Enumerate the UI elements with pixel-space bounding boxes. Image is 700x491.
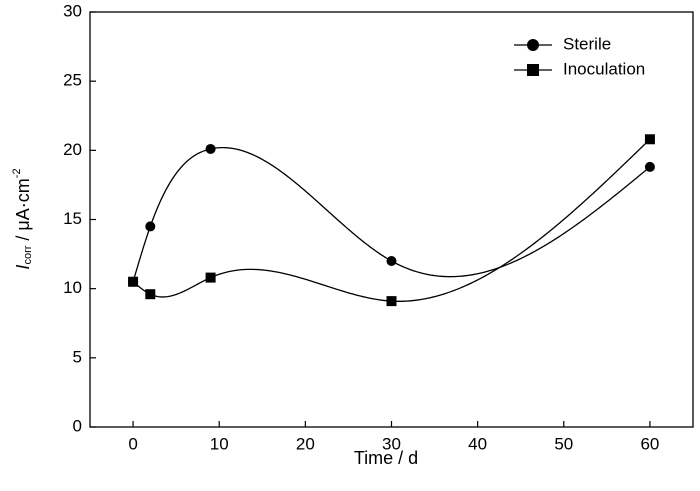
y-tick-label: 5 (73, 347, 82, 366)
y-tick-label: 20 (63, 140, 82, 159)
x-tick-label: 40 (468, 434, 487, 453)
legend-label-inoculation: Inoculation (563, 59, 645, 78)
y-tick-label: 15 (63, 209, 82, 228)
data-point-inoculation (205, 272, 216, 283)
data-point-sterile (644, 161, 655, 172)
data-point-inoculation (644, 134, 655, 145)
data-point-inoculation (128, 276, 139, 287)
x-tick-label: 0 (128, 434, 137, 453)
y-tick-label: 30 (63, 1, 82, 20)
legend: Sterile Inoculation (514, 34, 645, 78)
y-axis: 0 5 10 15 20 25 30 (63, 1, 96, 435)
series-layer (128, 134, 655, 307)
data-point-inoculation (145, 289, 156, 300)
y-axis-title-subscript: corr (22, 245, 34, 264)
legend-label-sterile: Sterile (563, 34, 611, 53)
x-tick-label: 60 (640, 434, 659, 453)
x-tick-label: 20 (296, 434, 315, 453)
x-tick-label: 10 (210, 434, 229, 453)
x-tick-label: 30 (382, 434, 401, 453)
legend-item-sterile: Sterile (514, 34, 611, 53)
y-tick-label: 25 (63, 71, 82, 90)
legend-marker-square (527, 64, 539, 76)
x-axis: 0 10 20 30 40 50 60 (128, 421, 659, 453)
data-point-inoculation (386, 296, 397, 307)
y-axis-title: Icorr / μA·cm-2 (11, 168, 34, 269)
y-axis-title-symbol: I (13, 265, 33, 270)
y-axis-title-superscript: -2 (11, 168, 23, 178)
legend-marker-circle (527, 39, 539, 51)
data-point-sterile (145, 221, 156, 232)
x-axis-title: Time / d (354, 448, 418, 468)
y-tick-label: 0 (73, 416, 82, 435)
y-axis-title-unit: / μA·cm (13, 178, 33, 245)
data-point-sterile (386, 256, 397, 266)
x-tick-label: 50 (554, 434, 573, 453)
data-point-sterile (205, 143, 216, 154)
svg-text:Icorr / μA·cm-2: Icorr / μA·cm-2 (11, 168, 34, 269)
y-tick-label: 10 (63, 278, 82, 297)
legend-item-inoculation: Inoculation (514, 59, 645, 78)
